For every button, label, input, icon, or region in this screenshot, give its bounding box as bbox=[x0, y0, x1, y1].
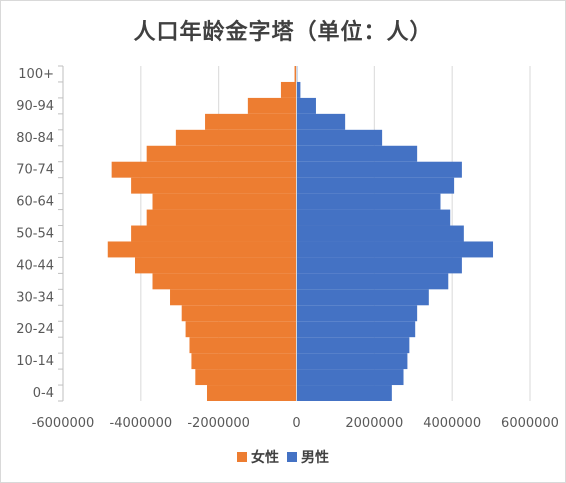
y-tick-label: 90-94 bbox=[16, 99, 54, 114]
y-tick-label: 80-84 bbox=[16, 131, 54, 146]
legend: 女性 男性 bbox=[0, 447, 566, 467]
female-bar bbox=[146, 145, 297, 162]
x-tick-label: 6000000 bbox=[501, 416, 559, 431]
female-bar bbox=[294, 66, 297, 82]
x-tick-label: -2000000 bbox=[187, 416, 250, 431]
female-bar bbox=[152, 193, 297, 210]
female-bar bbox=[181, 305, 297, 322]
male-bar bbox=[296, 193, 441, 210]
x-tick-label: 4000000 bbox=[423, 416, 481, 431]
female-bar bbox=[189, 337, 297, 354]
axes: -6000000 -4000000 -2000000 0 2000000 4000000 6… bbox=[16, 65, 559, 431]
female-bar bbox=[185, 321, 297, 338]
y-tick-label: 30-34 bbox=[16, 290, 54, 305]
male-bar bbox=[296, 369, 404, 386]
y-tick-label: 100+ bbox=[18, 67, 54, 82]
y-tick-label: 10-14 bbox=[16, 354, 54, 369]
y-tick-label: 60-64 bbox=[16, 195, 54, 210]
y-tick-label: 40-44 bbox=[16, 258, 54, 273]
y-tick-label: 70-74 bbox=[16, 163, 54, 178]
female-bar bbox=[131, 225, 297, 242]
y-tick-label: 50-54 bbox=[16, 227, 54, 242]
male-bar bbox=[296, 337, 410, 354]
male-bar bbox=[296, 385, 392, 401]
male-bar bbox=[296, 97, 316, 114]
female-bar bbox=[131, 177, 297, 194]
bars bbox=[107, 66, 494, 401]
male-bar bbox=[296, 209, 451, 226]
male-bar bbox=[296, 225, 464, 242]
male-bar bbox=[296, 177, 455, 194]
chart-title: 人口年龄金字塔（单位：人） bbox=[133, 20, 433, 45]
male-bar bbox=[296, 161, 462, 178]
male-bar bbox=[296, 257, 462, 274]
legend-item-female: 女性 bbox=[237, 447, 279, 467]
male-bar bbox=[296, 241, 494, 258]
male-bar bbox=[296, 289, 429, 306]
legend-swatch-male bbox=[287, 452, 297, 462]
x-tick-label: 2000000 bbox=[345, 416, 403, 431]
male-bar bbox=[296, 113, 346, 130]
male-bar bbox=[296, 273, 449, 290]
female-bar bbox=[205, 113, 297, 130]
y-tick-label: 0-4 bbox=[33, 386, 54, 401]
x-tick-label: -4000000 bbox=[110, 416, 173, 431]
female-bar bbox=[280, 81, 297, 98]
female-bar bbox=[175, 129, 297, 146]
female-bar bbox=[170, 289, 297, 306]
male-bar bbox=[296, 305, 418, 322]
female-bar bbox=[111, 161, 297, 178]
y-tick-label: 20-24 bbox=[16, 322, 54, 337]
male-bar bbox=[296, 81, 301, 98]
male-bar bbox=[296, 145, 418, 162]
male-bar bbox=[296, 321, 416, 338]
legend-label-male: 男性 bbox=[301, 450, 329, 466]
female-bar bbox=[107, 241, 297, 258]
female-bar bbox=[247, 97, 297, 114]
female-bar bbox=[146, 209, 297, 226]
x-tick-label: -6000000 bbox=[32, 416, 95, 431]
female-bar bbox=[195, 369, 297, 386]
female-bar bbox=[191, 353, 297, 370]
male-bar bbox=[296, 353, 408, 370]
legend-swatch-female bbox=[237, 452, 247, 462]
x-tick-label: 0 bbox=[292, 416, 300, 431]
legend-label-female: 女性 bbox=[251, 450, 279, 466]
legend-item-male: 男性 bbox=[287, 447, 329, 467]
female-bar bbox=[206, 385, 297, 401]
male-bar bbox=[296, 129, 383, 146]
female-bar bbox=[134, 257, 297, 274]
female-bar bbox=[152, 273, 297, 290]
